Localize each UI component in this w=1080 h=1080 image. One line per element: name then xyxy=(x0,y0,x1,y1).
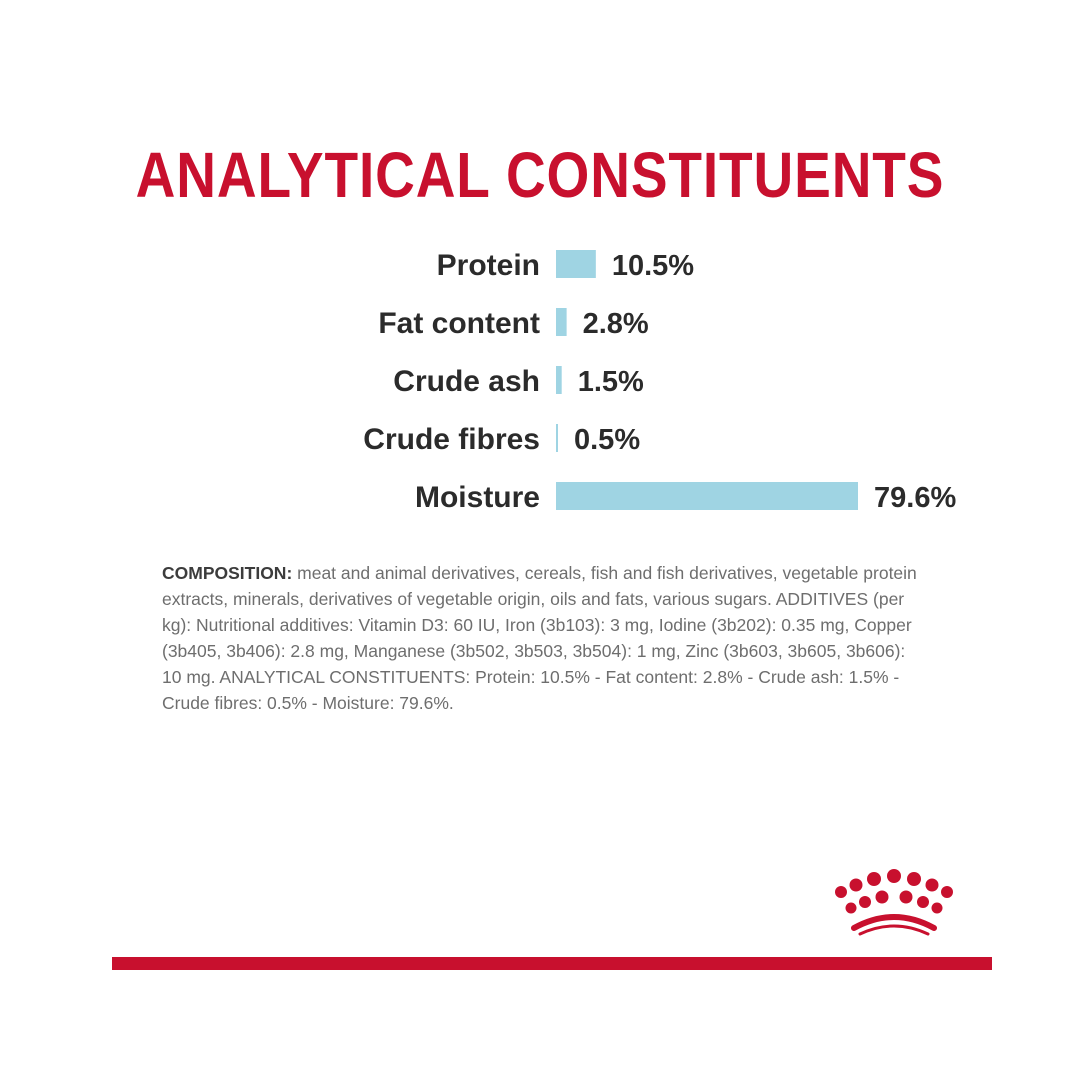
brand-red-rule xyxy=(112,957,992,970)
value-label: 2.8% xyxy=(583,308,649,340)
chart-title: ANALYTICAL CONSTITUENTS xyxy=(135,139,945,211)
bar xyxy=(556,250,596,278)
category-label: Crude fibres xyxy=(363,423,540,456)
value-label: 10.5% xyxy=(612,250,694,282)
bar xyxy=(556,482,858,510)
bar xyxy=(556,424,558,452)
composition-lead: COMPOSITION: xyxy=(162,563,293,583)
value-label: 1.5% xyxy=(578,366,644,398)
composition-text: COMPOSITION: meat and animal derivatives… xyxy=(162,560,922,716)
royal-canin-crown-icon xyxy=(835,869,953,936)
category-label: Protein xyxy=(437,249,540,282)
category-label: Crude ash xyxy=(393,365,540,398)
category-label: Moisture xyxy=(415,481,540,514)
composition-body: meat and animal derivatives, cereals, fi… xyxy=(162,563,917,713)
value-label: 0.5% xyxy=(574,424,640,456)
bar xyxy=(556,366,562,394)
bar xyxy=(556,308,567,336)
value-label: 79.6% xyxy=(874,482,956,514)
category-label: Fat content xyxy=(378,307,540,340)
